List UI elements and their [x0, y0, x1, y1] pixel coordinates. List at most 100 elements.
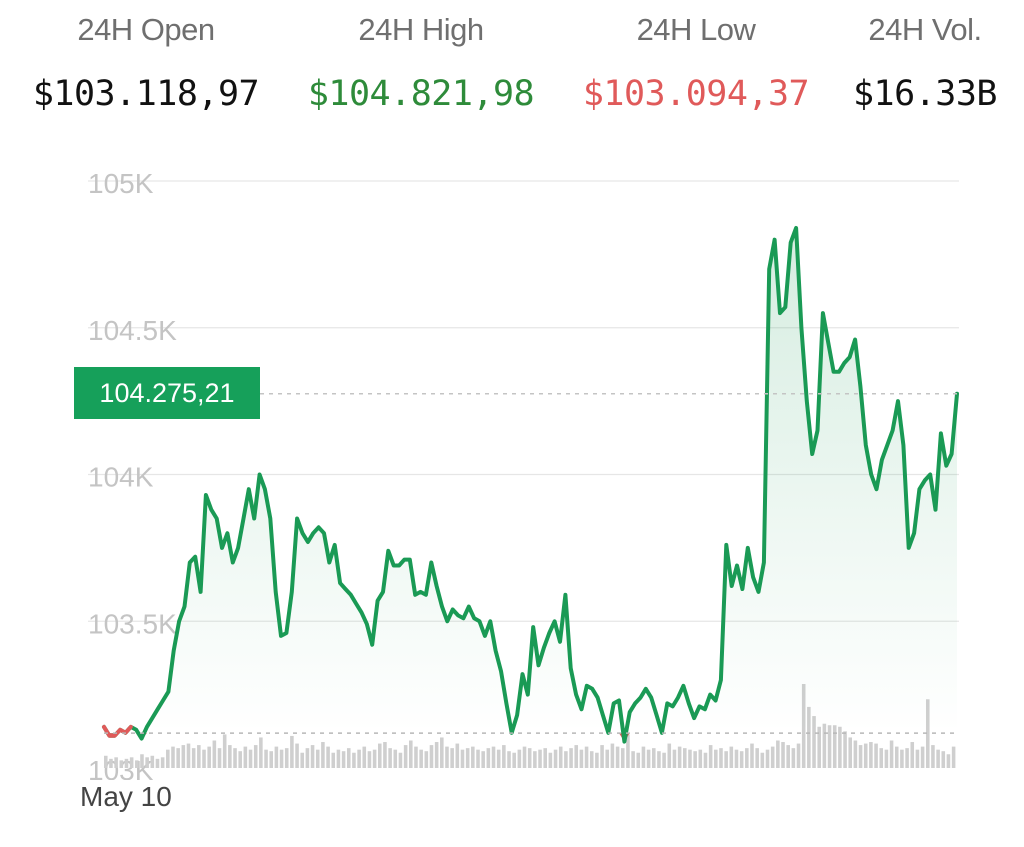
volume-bar	[931, 745, 935, 768]
volume-bar	[832, 725, 837, 768]
volume-bar	[863, 743, 868, 768]
volume-bar	[719, 748, 723, 768]
volume-bar	[579, 749, 584, 768]
volume-bar	[124, 758, 129, 768]
volume-bar	[765, 749, 770, 768]
volume-bar	[357, 749, 361, 768]
stat-high-label: 24H High	[358, 12, 484, 47]
volume-bar	[465, 748, 470, 768]
volume-bar	[879, 748, 884, 768]
y-tick-label: 105K	[88, 168, 154, 199]
volume-bar	[946, 754, 951, 768]
x-axis-date-label: May 10	[80, 781, 172, 812]
volume-bar	[812, 716, 816, 768]
volume-bar	[874, 743, 878, 768]
volume-bar	[186, 743, 191, 768]
volume-bar	[274, 746, 279, 768]
volume-bar	[502, 745, 506, 768]
volume-bar	[517, 749, 522, 768]
volume-bar	[481, 751, 485, 768]
volume-bar	[605, 749, 610, 768]
volume-bar	[894, 746, 899, 768]
volume-bar	[796, 743, 801, 768]
volume-bar	[228, 745, 232, 768]
volume-bar	[238, 751, 242, 768]
volume-bar	[667, 743, 672, 768]
stat-24h-volume: 24H Vol. $16.33B	[840, 0, 1010, 112]
volume-bar	[698, 749, 703, 768]
volume-bar	[915, 749, 920, 768]
volume-bar	[491, 746, 496, 768]
reference-lines	[104, 392, 959, 734]
stat-24h-open: 24H Open $103.118,97	[20, 0, 272, 112]
volume-bar	[822, 723, 827, 768]
volume-bar	[507, 751, 511, 768]
volume-bar	[688, 749, 692, 768]
volume-bar	[553, 749, 558, 768]
volume-bar	[807, 706, 811, 768]
stat-volume-label: 24H Vol.	[868, 12, 982, 47]
volume-bar	[584, 746, 589, 768]
volume-bar	[326, 746, 330, 768]
y-tick-label: 104K	[88, 462, 154, 493]
volume-bar	[595, 752, 599, 768]
volume-bar	[869, 742, 873, 768]
volume-bar	[781, 742, 785, 768]
volume-bar	[920, 746, 925, 768]
volume-bar	[424, 751, 429, 768]
volume-bar	[739, 751, 744, 768]
volume-bar	[409, 740, 413, 768]
volume-bar	[843, 731, 847, 768]
volume-bar	[352, 752, 356, 768]
volume-bar	[202, 749, 206, 768]
volume-bar	[217, 748, 222, 768]
volume-bar	[295, 743, 299, 768]
volume-bar	[615, 746, 620, 768]
volume-bar	[393, 749, 398, 768]
volume-bar	[910, 742, 915, 768]
volume-bar	[708, 745, 713, 768]
price-area-fill	[104, 228, 957, 734]
volume-bar	[941, 751, 946, 768]
volume-bar	[336, 749, 341, 768]
volume-bar	[936, 749, 940, 768]
volume-bar	[315, 749, 320, 768]
volume-bar	[300, 752, 305, 768]
volume-bar	[527, 748, 532, 768]
volume-bar	[548, 752, 553, 768]
volume-bar	[657, 751, 661, 768]
volume-bar	[305, 748, 310, 768]
volume-bar	[460, 749, 465, 768]
volume-bar	[145, 757, 149, 768]
volume-bar	[905, 748, 909, 768]
volume-bar	[486, 748, 491, 768]
stat-high-value: $104.821,98	[307, 74, 535, 114]
volume-bar	[310, 745, 315, 768]
volume-bar	[445, 746, 449, 768]
volume-bar	[471, 746, 475, 768]
volume-bar	[398, 752, 403, 768]
volume-bar	[284, 748, 289, 768]
volume-bar	[279, 749, 284, 768]
volume-bar	[636, 752, 641, 768]
volume-bar	[724, 751, 728, 768]
volume-bar	[610, 743, 615, 768]
volume-bar	[129, 757, 134, 768]
price-line-path	[102, 226, 959, 744]
volume-bar	[259, 737, 263, 768]
volume-bar	[377, 743, 382, 768]
y-tick-label: 103.5K	[88, 608, 177, 639]
volume-bar	[362, 746, 367, 768]
volume-bar	[770, 746, 775, 768]
volume-bar	[889, 740, 894, 768]
volume-bar	[269, 751, 273, 768]
volume-bar	[745, 748, 749, 768]
volume-bar	[776, 740, 780, 768]
volume-bar	[714, 749, 718, 768]
volume-bar	[429, 745, 434, 768]
volume-bar	[290, 735, 294, 768]
volume-bar	[564, 751, 568, 768]
volume-bar	[827, 725, 832, 768]
